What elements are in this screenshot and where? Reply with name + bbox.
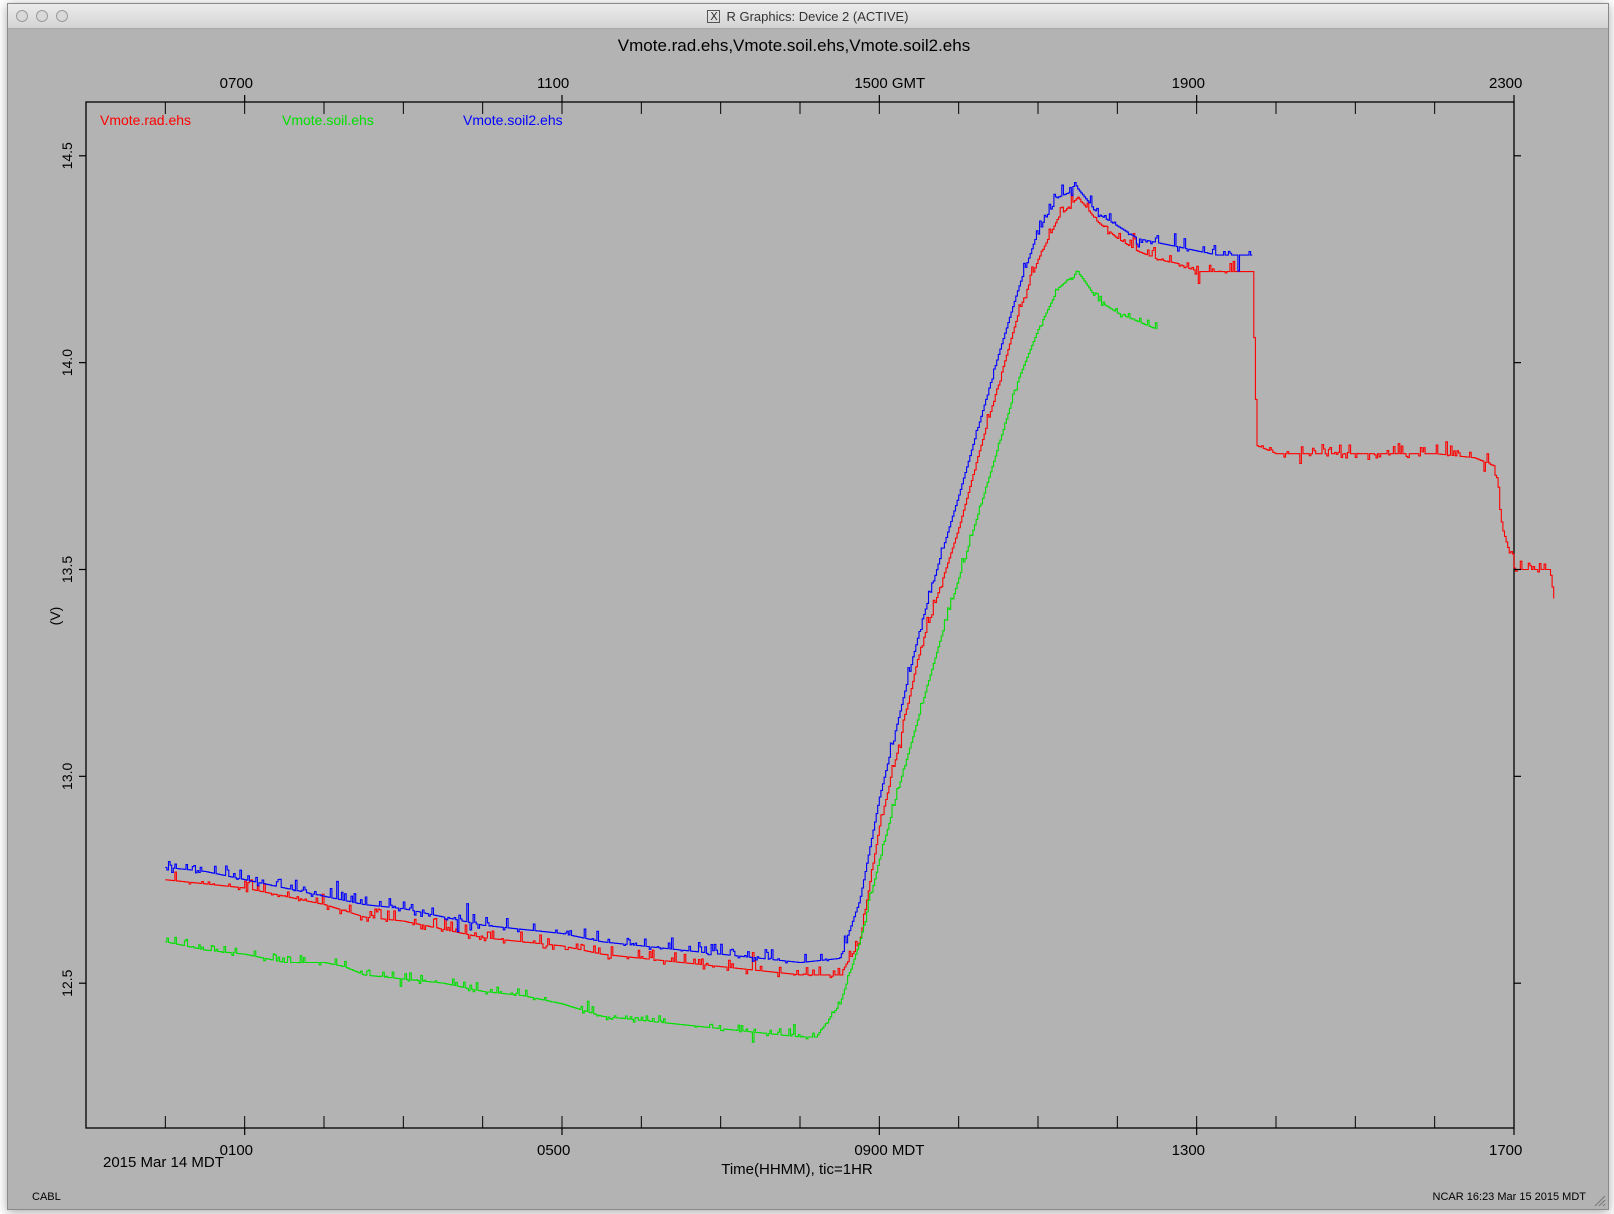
bottom-tick-label: 0500: [537, 1142, 570, 1159]
y-tick-label: 13.0: [59, 763, 75, 790]
legend-entry: Vmote.soil2.ehs: [463, 112, 563, 128]
chart-title: Vmote.rad.ehs,Vmote.soil.ehs,Vmote.soil2…: [618, 36, 970, 55]
minimize-window-icon[interactable]: [36, 10, 48, 22]
chart-canvas: Vmote.rad.ehs,Vmote.soil.ehs,Vmote.soil2…: [32, 36, 1587, 1203]
x11-icon: X: [707, 9, 721, 23]
top-tick-label: 2300: [1489, 75, 1522, 92]
y-tick-label: 14.0: [59, 349, 75, 376]
footer-right-label: NCAR 16:23 Mar 15 2015 MDT: [1433, 1191, 1587, 1203]
bottom-tick-label: 1300: [1172, 1142, 1205, 1159]
top-tick-label: 1900: [1172, 75, 1205, 92]
zoom-window-icon[interactable]: [56, 10, 68, 22]
legend-entry: Vmote.rad.ehs: [100, 112, 191, 128]
series-layer: [165, 182, 1555, 1043]
resize-grip-icon[interactable]: [1593, 1194, 1606, 1207]
bottom-tick-label: 1700: [1489, 1142, 1522, 1159]
legend: Vmote.rad.ehs Vmote.soil.ehs Vmote.soil2.e…: [100, 112, 563, 128]
plot-border: [85, 101, 1515, 1129]
x-axis-label: Time(HHMM), tic=1HR: [721, 1161, 873, 1178]
bottom-tick-label: 0100: [220, 1142, 253, 1159]
y-axis-label: (V): [47, 607, 63, 626]
top-tick-label: 0700: [220, 75, 253, 92]
bottom-tick-label: 0900 MDT: [854, 1142, 924, 1159]
axis-layer: 0100 0500 0900 MDT 1300 1700 0700 1100 1500 GMT…: [59, 75, 1522, 1159]
series-line-Vmote.soil2.ehs: [165, 182, 1253, 964]
top-tick-label: 1100: [537, 75, 569, 92]
plot-frame: [85, 101, 1515, 1129]
window-title: R Graphics: Device 2 (ACTIVE): [726, 8, 909, 24]
close-window-icon[interactable]: [16, 10, 28, 22]
date-label: 2015 Mar 14 MDT: [103, 1154, 224, 1171]
y-tick-label: 12.5: [59, 969, 75, 996]
footer-left-label: CABL: [32, 1191, 61, 1203]
y-tick-label: 13.5: [59, 556, 75, 583]
series-line-Vmote.soil.ehs: [165, 270, 1158, 1043]
top-tick-label: 1500 GMT: [854, 75, 925, 92]
r-graphics-window: X R Graphics: Device 2 (ACTIVE) Vmote.ra…: [7, 3, 1609, 1210]
title-bar[interactable]: X R Graphics: Device 2 (ACTIVE): [8, 4, 1608, 29]
y-tick-label: 14.5: [59, 142, 75, 169]
window-title-area: X R Graphics: Device 2 (ACTIVE): [8, 4, 1608, 28]
series-line-Vmote.rad.ehs: [165, 193, 1555, 979]
legend-entry: Vmote.soil.ehs: [282, 112, 374, 128]
